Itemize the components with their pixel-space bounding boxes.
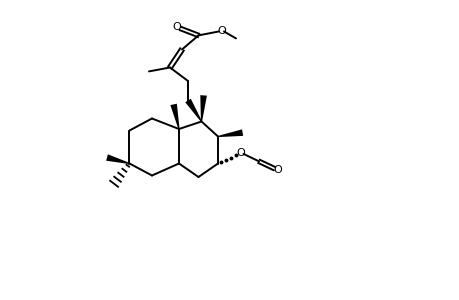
Text: O: O [217, 26, 225, 36]
Polygon shape [200, 95, 207, 122]
Polygon shape [106, 154, 129, 164]
Polygon shape [170, 104, 179, 129]
Polygon shape [218, 129, 243, 137]
Text: O: O [172, 22, 180, 32]
Text: O: O [273, 165, 282, 175]
Polygon shape [185, 99, 202, 122]
Text: O: O [236, 148, 245, 158]
